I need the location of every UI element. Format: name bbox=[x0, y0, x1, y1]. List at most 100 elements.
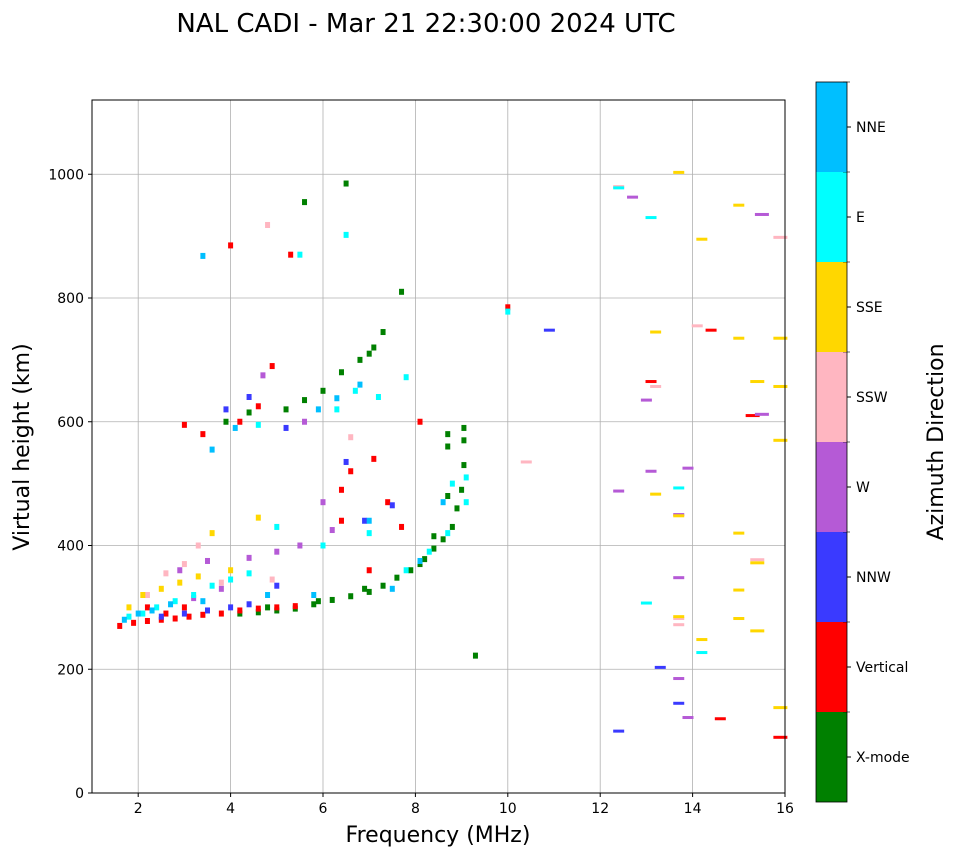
data-point-nnw bbox=[543, 328, 555, 332]
data-point-nne bbox=[440, 499, 446, 506]
plot-frame bbox=[91, 99, 786, 794]
colorbar-segment bbox=[816, 442, 847, 532]
data-point-vertical bbox=[745, 414, 760, 418]
data-point-x-mode bbox=[472, 652, 478, 659]
colorbar-label-x-mode: X-mode bbox=[856, 750, 910, 766]
data-point-nnw bbox=[181, 610, 187, 617]
data-point-e bbox=[352, 387, 358, 394]
data-point-w bbox=[754, 212, 769, 216]
colorbar-segment bbox=[816, 352, 847, 442]
data-point-e bbox=[645, 216, 657, 220]
data-point-w bbox=[260, 372, 266, 379]
data-point-e bbox=[154, 604, 160, 611]
data-point-sse bbox=[126, 604, 132, 611]
data-point-sse bbox=[209, 530, 215, 537]
y-tick-label: 800 bbox=[57, 291, 84, 307]
data-point-w bbox=[627, 195, 639, 199]
data-point-x-mode bbox=[431, 533, 437, 540]
data-point-nnw bbox=[283, 424, 289, 431]
data-point-ssw bbox=[218, 579, 224, 586]
data-point-ssw bbox=[750, 558, 765, 562]
data-point-nnw bbox=[613, 729, 625, 733]
data-point-w bbox=[673, 576, 685, 580]
data-point-sse bbox=[773, 706, 788, 710]
data-point-ssw bbox=[348, 434, 354, 441]
data-point-x-mode bbox=[283, 406, 289, 413]
colorbar-segment bbox=[816, 172, 847, 262]
data-point-vertical bbox=[255, 605, 261, 612]
data-point-e bbox=[505, 308, 511, 315]
data-point-vertical bbox=[158, 616, 164, 623]
x-tick-label: 2 bbox=[134, 801, 143, 817]
data-point-nnw bbox=[246, 394, 252, 400]
data-point-nne bbox=[315, 406, 321, 413]
data-point-vertical bbox=[288, 251, 294, 258]
data-point-e bbox=[366, 530, 372, 537]
data-point-vertical bbox=[366, 567, 372, 574]
data-point-x-mode bbox=[380, 329, 386, 336]
data-point-ssw bbox=[269, 576, 275, 583]
data-point-e bbox=[228, 576, 234, 583]
y-tick-label: 1000 bbox=[48, 167, 84, 183]
data-point-ssw bbox=[195, 542, 201, 549]
data-point-x-mode bbox=[445, 431, 451, 438]
data-point-x-mode bbox=[362, 585, 368, 592]
x-axis: 2 4 6 8 10 12 14 16 bbox=[134, 793, 794, 817]
data-point-x-mode bbox=[366, 350, 372, 357]
data-point-vertical bbox=[117, 622, 123, 629]
data-point-e bbox=[191, 592, 197, 598]
data-point-nne bbox=[200, 598, 206, 605]
colorbar-segment bbox=[816, 82, 847, 172]
data-point-sse bbox=[773, 438, 788, 442]
data-point-vertical bbox=[292, 603, 298, 610]
data-point-ssw bbox=[163, 570, 169, 577]
data-point-w bbox=[329, 527, 335, 534]
data-point-vertical bbox=[200, 611, 206, 618]
data-point-x-mode bbox=[246, 409, 252, 416]
data-point-sse bbox=[158, 585, 164, 592]
data-point-sse bbox=[140, 592, 146, 598]
x-tick-label: 8 bbox=[411, 801, 420, 817]
data-point-e bbox=[449, 480, 455, 487]
data-point-x-mode bbox=[440, 536, 446, 543]
colorbar-frame bbox=[815, 81, 848, 803]
data-point-x-mode bbox=[454, 505, 460, 512]
data-point-x-mode bbox=[431, 545, 437, 552]
data-point-ssw bbox=[650, 384, 662, 388]
data-point-vertical bbox=[144, 604, 150, 611]
data-point-vertical bbox=[181, 604, 187, 611]
data-point-nne bbox=[232, 424, 238, 431]
data-point-vertical bbox=[505, 304, 511, 311]
data-point-sse bbox=[733, 617, 745, 621]
data-point-x-mode bbox=[311, 601, 317, 608]
data-point-w bbox=[645, 469, 657, 473]
data-point-w bbox=[682, 716, 694, 720]
data-point-x-mode bbox=[449, 523, 455, 530]
data-point-vertical bbox=[371, 455, 377, 462]
data-point-nnw bbox=[223, 406, 229, 413]
data-point-vertical bbox=[186, 613, 192, 620]
data-point-vertical bbox=[181, 421, 187, 428]
data-point-sse bbox=[195, 573, 201, 580]
colorbar: X-mode Vertical NNW W SSW SSE E NNE bbox=[815, 81, 910, 803]
data-point-w bbox=[205, 557, 210, 564]
colorbar-label-e: E bbox=[856, 210, 865, 226]
data-points bbox=[117, 170, 788, 739]
chart-title: NAL CADI - Mar 21 22:30:00 2024 UTC bbox=[176, 9, 675, 39]
grid bbox=[92, 100, 786, 794]
data-point-vertical bbox=[131, 619, 137, 626]
data-point-vertical bbox=[417, 418, 423, 425]
data-point-x-mode bbox=[461, 437, 467, 444]
data-point-vertical bbox=[172, 615, 178, 622]
data-point-x-mode bbox=[237, 610, 243, 617]
data-point-x-mode bbox=[265, 604, 271, 611]
data-point-sse bbox=[733, 336, 745, 340]
data-point-nne bbox=[334, 395, 340, 402]
data-point-x-mode bbox=[445, 493, 451, 499]
colorbar-label: Azimuth Direction bbox=[924, 343, 949, 540]
data-point-sse bbox=[733, 588, 745, 592]
data-point-x-mode bbox=[422, 556, 428, 563]
data-point-sse bbox=[228, 567, 234, 574]
data-point-e bbox=[696, 651, 708, 655]
